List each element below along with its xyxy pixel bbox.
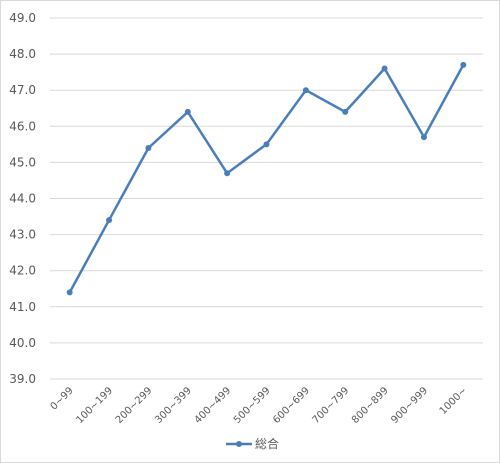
x-tick-label: 200~299	[114, 385, 155, 426]
data-point	[66, 289, 73, 296]
x-tick-label: 100~199	[74, 385, 115, 426]
x-tick-label: 800~899	[350, 385, 391, 426]
data-point	[342, 108, 349, 115]
data-point	[302, 87, 309, 94]
data-point	[263, 141, 270, 148]
legend[interactable]: 総合	[226, 436, 279, 451]
x-tick-label: 500~599	[232, 385, 273, 426]
y-tick-label: 42.0	[9, 264, 36, 278]
y-tick-label: 43.0	[9, 228, 36, 242]
data-point	[145, 144, 152, 151]
y-tick-label: 44.0	[9, 192, 36, 206]
y-axis-tick-labels: 39.0 40.0 41.0 42.0 43.0 44.0 45.0 46.0 47.0 48.0…	[9, 11, 36, 386]
y-tick-label: 40.0	[9, 336, 36, 350]
x-tick-label: 1000~	[438, 385, 470, 417]
x-tick-label: 700~799	[311, 385, 352, 426]
y-tick-label: 45.0	[9, 155, 36, 169]
y-tick-label: 48.0	[9, 47, 36, 61]
x-axis-tick-labels: 0~99100~199200~299300~399400~499500~5996…	[49, 385, 470, 426]
data-point	[184, 108, 191, 115]
series-group	[66, 61, 467, 296]
data-point	[381, 65, 388, 72]
data-point	[106, 217, 113, 224]
x-tick-label: 600~699	[271, 385, 312, 426]
x-tick-label: 900~999	[389, 385, 430, 426]
x-tick-label: 300~399	[153, 385, 194, 426]
x-tick-label: 0~99	[49, 385, 76, 412]
y-tick-label: 41.0	[9, 300, 36, 314]
data-point	[224, 170, 231, 177]
data-point	[460, 61, 467, 68]
data-point	[420, 134, 427, 141]
x-tick-label: 400~499	[193, 385, 234, 426]
y-tick-label: 47.0	[9, 83, 36, 97]
series-line	[68, 63, 465, 294]
y-tick-label: 49.0	[9, 11, 36, 25]
legend-label: 総合	[255, 436, 279, 451]
legend-dot-marker	[236, 441, 242, 447]
y-tick-label: 46.0	[9, 119, 36, 133]
gridlines	[50, 17, 483, 380]
y-tick-label: 39.0	[9, 372, 36, 386]
